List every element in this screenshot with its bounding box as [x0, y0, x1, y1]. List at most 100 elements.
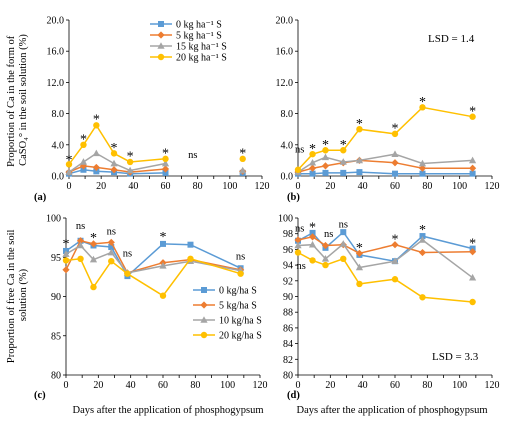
data-point: [391, 276, 399, 283]
significance-label: *: [309, 221, 316, 236]
significance-label: *: [90, 231, 97, 246]
data-point: [469, 298, 476, 306]
x-tick-label: 100: [220, 380, 235, 391]
y-tick-label: 4.0: [52, 140, 65, 151]
significance-label: ns: [107, 226, 116, 237]
data-point: [76, 237, 85, 245]
y-tick-label: 100: [278, 214, 293, 225]
data-point: [339, 240, 347, 247]
data-point: [391, 150, 399, 157]
panel-b: 0.0 4.0 8.0 12.0 16.0 20.0 0 20 40 60 80 100 120 ns * *…: [276, 16, 500, 204]
significance-label: ns: [236, 252, 245, 263]
panel-label: (c): [34, 390, 46, 401]
data-point: [92, 149, 100, 157]
data-point: [80, 166, 87, 173]
data-point: [80, 141, 87, 148]
significance-label: *: [322, 138, 329, 153]
data-point: [309, 257, 316, 264]
data-point: [108, 244, 115, 251]
significance-label: *: [419, 223, 426, 238]
significance-label: *: [356, 241, 363, 256]
data-point: [392, 170, 398, 177]
significance-label: ns: [339, 219, 348, 230]
significance-label: ns: [297, 261, 306, 272]
significance-label: *: [63, 237, 70, 252]
x-axis-title-d: Days after the application of phosphogyp…: [297, 405, 488, 416]
significance-label: ns: [295, 145, 304, 156]
data-point: [107, 238, 115, 246]
y-tick-label: 12.0: [276, 78, 294, 89]
data-point: [187, 255, 194, 263]
y-tick-label: 16.0: [276, 47, 294, 58]
legend-label: 20 kg/ha S: [219, 331, 262, 342]
legend-label: 10 kg/ha S: [219, 316, 262, 327]
y-tick-label: 90: [283, 292, 293, 303]
data-point: [339, 158, 347, 165]
data-point: [308, 240, 317, 248]
legend-label: 5 kg ha⁻¹ S: [176, 31, 222, 42]
data-point: [419, 104, 426, 111]
legend-marker: [200, 331, 208, 339]
x-tick-label: 60: [161, 181, 171, 192]
lsd-label: LSD = 1.4: [428, 33, 475, 45]
x-tick-label: 60: [158, 380, 168, 391]
data-point: [419, 170, 426, 177]
x-tick-label: 20: [93, 380, 103, 391]
lsd-label: LSD = 3.3: [432, 351, 479, 363]
legend-marker: [200, 301, 208, 309]
significance-label: *: [80, 133, 87, 148]
significance-label: *: [340, 138, 347, 153]
significance-label: *: [111, 141, 118, 156]
data-point: [469, 164, 477, 172]
legend-label: 5 kg/ha S: [219, 301, 257, 312]
data-point: [419, 294, 426, 301]
y-tick-label: 8.0: [281, 109, 294, 120]
data-point: [126, 158, 134, 166]
x-tick-label: 80: [422, 380, 432, 391]
y-tick-label: 86: [283, 323, 293, 334]
data-point: [419, 233, 426, 240]
significance-label: *: [127, 150, 134, 165]
data-point: [321, 153, 330, 161]
data-point: [89, 255, 98, 263]
data-point: [76, 241, 85, 249]
panel-label: (d): [287, 390, 300, 401]
significance-label: *: [392, 122, 399, 137]
y-tick-label: 8.0: [52, 109, 65, 120]
y-tick-label: 98: [283, 229, 293, 240]
data-point: [159, 292, 167, 299]
data-point: [90, 283, 97, 291]
significance-label: *: [162, 147, 169, 162]
data-point: [126, 166, 134, 174]
data-point: [110, 150, 118, 157]
data-point: [294, 236, 302, 244]
y-tick-label: 84: [283, 339, 293, 350]
x-tick-label: 20: [96, 181, 106, 192]
data-point: [93, 122, 100, 129]
x-tick-label: 60: [390, 380, 400, 391]
y-tick-label: 90: [51, 292, 61, 303]
x-tick-label: 20: [325, 181, 335, 192]
data-point: [308, 158, 317, 166]
series-line: [297, 235, 473, 255]
legend-label: 20 kg ha⁻¹ S: [176, 53, 227, 64]
legend: 0 kg ha⁻¹ S5 kg ha⁻¹ S15 kg ha⁻¹ S20 kg …: [150, 20, 227, 64]
y-tick-label: 80: [51, 371, 61, 382]
data-point: [469, 113, 476, 120]
data-point: [110, 166, 118, 174]
data-point: [65, 168, 73, 175]
y-tick-label: 82: [283, 355, 293, 366]
legend: 0 kg/ha S 5 kg/ha S 10 kg/ha S 20 kg/ha S: [193, 286, 262, 342]
legend-label: 15 kg ha⁻¹ S: [176, 42, 227, 53]
y-tick-label: 96: [283, 245, 293, 256]
data-point: [340, 147, 347, 154]
significance-label: *: [160, 230, 167, 245]
legend-label: 0 kg ha⁻¹ S: [176, 20, 222, 31]
legend-marker: [157, 53, 165, 61]
legend-marker: [158, 21, 164, 27]
x-tick-label: 20: [325, 380, 335, 391]
x-tick-label: 40: [358, 380, 368, 391]
significance-label: *: [392, 232, 399, 247]
panel-a: 0.0 4.0 8.0 12.0 16.0 20.0 0 20 40 60 80 100 120 * * * *…: [34, 16, 270, 204]
y-tick-label: 4.0: [281, 140, 294, 151]
